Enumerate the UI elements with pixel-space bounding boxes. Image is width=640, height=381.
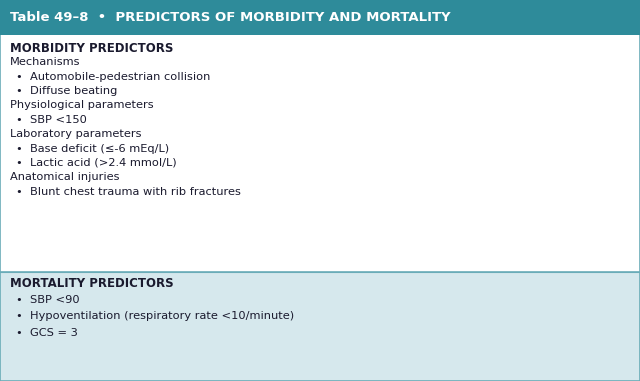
Text: •  Blunt chest trauma with rib fractures: • Blunt chest trauma with rib fractures	[16, 187, 241, 197]
Text: MORBIDITY PREDICTORS: MORBIDITY PREDICTORS	[10, 42, 173, 55]
Text: •  SBP <150: • SBP <150	[16, 115, 87, 125]
Text: Laboratory parameters: Laboratory parameters	[10, 129, 141, 139]
Text: •  Automobile-pedestrian collision: • Automobile-pedestrian collision	[16, 72, 211, 82]
Text: •  SBP <90: • SBP <90	[16, 295, 79, 304]
Text: MORTALITY PREDICTORS: MORTALITY PREDICTORS	[10, 277, 174, 290]
Text: •  Lactic acid (>2.4 mmol/L): • Lactic acid (>2.4 mmol/L)	[16, 158, 177, 168]
Text: Table 49–8  •  PREDICTORS OF MORBIDITY AND MORTALITY: Table 49–8 • PREDICTORS OF MORBIDITY AND…	[10, 11, 451, 24]
Text: •  Diffuse beating: • Diffuse beating	[16, 86, 117, 96]
Text: Physiological parameters: Physiological parameters	[10, 101, 154, 110]
Text: •  Base deficit (≤-6 mEq/L): • Base deficit (≤-6 mEq/L)	[16, 144, 169, 154]
Text: •  Hypoventilation (respiratory rate <10/minute): • Hypoventilation (respiratory rate <10/…	[16, 311, 294, 321]
Text: Anatomical injuries: Anatomical injuries	[10, 172, 120, 182]
Text: •  GCS = 3: • GCS = 3	[16, 328, 78, 338]
Text: Mechanisms: Mechanisms	[10, 57, 81, 67]
